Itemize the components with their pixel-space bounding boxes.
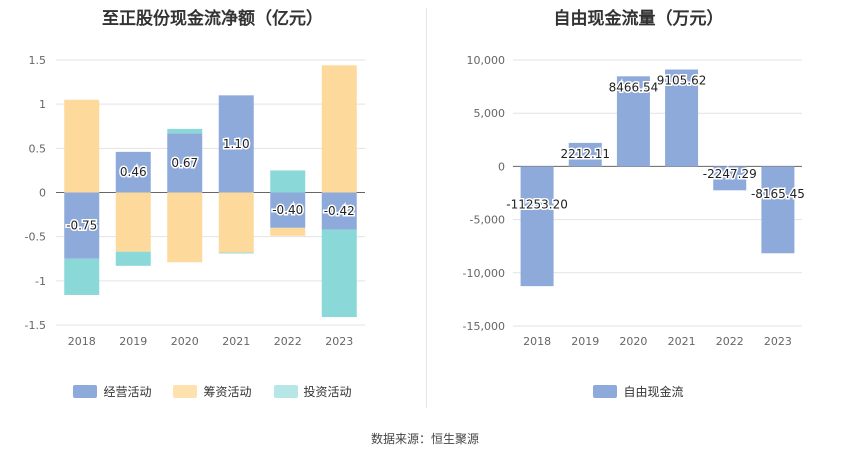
y-tick-label: -1: [35, 275, 46, 288]
y-tick-label: 1: [39, 98, 46, 111]
legend-swatch-operating: [73, 385, 98, 398]
bar-segment-financing: [270, 227, 306, 236]
legend-label-operating: 经营活动: [103, 385, 152, 399]
bar-segment-financing: [167, 192, 203, 263]
x-tick-label: 2022: [274, 335, 302, 348]
left-chart-panel: 至正股份现金流净额（亿元） 1.5 1 0.5 0 -0.5 -1 -1.5 -0.75 201…: [0, 0, 425, 410]
legend-label-investing: 投资活动: [303, 385, 352, 399]
bar-segment-financing: [321, 65, 357, 193]
data-label: -2247.29: [703, 167, 757, 181]
legend-label-fcf: 自由现金流: [623, 385, 684, 399]
bar-segment-investing: [115, 251, 151, 266]
x-tick-label: 2019: [119, 335, 147, 348]
data-label: -0.42: [324, 204, 355, 218]
y-tick-label: 0: [39, 187, 46, 200]
right-chart-legend: 自由现金流: [427, 383, 850, 400]
x-tick-label: 2018: [523, 335, 551, 348]
bar-free-cash-flow: [713, 166, 747, 191]
panel-divider: [426, 8, 427, 408]
data-label: 9105.62: [657, 74, 707, 88]
y-tick-label: -0.5: [25, 231, 46, 244]
bar-segment-investing: [270, 170, 306, 193]
x-tick-label: 2021: [222, 335, 250, 348]
bar-segment-operating: [321, 192, 357, 230]
data-source: 数据来源：恒生聚源: [370, 432, 479, 446]
legend-item-fcf[interactable]: 自由现金流: [593, 383, 684, 400]
x-tick-label: 2018: [68, 335, 96, 348]
data-label: 1.10: [223, 137, 250, 151]
bar-segment-operating: [270, 192, 306, 228]
bar-free-cash-flow: [616, 76, 650, 167]
y-tick-label: -5,000: [470, 214, 505, 227]
bar-free-cash-flow: [568, 142, 602, 167]
data-label: 0.46: [120, 165, 147, 179]
y-tick-label: 0.5: [29, 142, 47, 155]
legend-item-operating[interactable]: 经营活动: [73, 383, 151, 400]
x-tick-label: 2022: [716, 335, 744, 348]
x-tick-label: 2020: [171, 335, 199, 348]
x-tick-label: 2020: [619, 335, 647, 348]
bar-segment-operating: [64, 192, 100, 259]
data-label: 2212.11: [560, 147, 610, 161]
bar-free-cash-flow: [665, 69, 699, 167]
legend-item-investing[interactable]: 投资活动: [273, 383, 352, 400]
x-tick-label: 2023: [325, 335, 353, 348]
bar-segment-operating: [115, 151, 151, 193]
y-tick-label: 10,000: [467, 54, 506, 67]
right-chart-plot: 10,000 5,000 0 -5,000 -10,000 -15,000 -11253.2…: [463, 54, 807, 348]
bar-segment-investing: [218, 252, 254, 254]
bar-segment-investing: [321, 229, 357, 318]
bar-segment-financing: [218, 192, 254, 253]
x-tick-label: 2019: [571, 335, 599, 348]
bar-segment-financing: [115, 192, 151, 252]
bar-free-cash-flow: [761, 166, 795, 254]
right-chart-title: 自由现金流量（万元）: [553, 9, 724, 29]
y-tick-label: -1.5: [25, 319, 46, 332]
left-chart-plot: 1.5 1 0.5 0 -0.5 -1 -1.5 -0.75 2018 0.46 2019 0.67 2…: [25, 54, 365, 348]
data-label: -0.40: [272, 203, 303, 217]
data-label: 0.67: [171, 156, 198, 170]
legend-label-financing: 筹资活动: [203, 385, 252, 399]
data-label: -11253.20: [506, 198, 568, 212]
bar-segment-financing: [64, 99, 100, 193]
bar-segment-investing: [64, 258, 100, 295]
legend-item-financing[interactable]: 筹资活动: [173, 383, 252, 400]
legend-swatch-fcf: [593, 385, 618, 398]
bar-segment-investing: [167, 128, 203, 134]
data-label: -8165.45: [751, 187, 805, 201]
y-tick-label: -10,000: [463, 267, 505, 280]
legend-swatch-investing: [273, 385, 298, 398]
x-tick-label: 2021: [668, 335, 696, 348]
x-tick-label: 2023: [764, 335, 792, 348]
left-chart-title: 至正股份现金流净额（亿元）: [102, 9, 323, 29]
left-chart-legend: 经营活动 筹资活动 投资活动: [0, 383, 425, 400]
y-tick-label: 0: [498, 160, 505, 173]
y-tick-label: 1.5: [29, 54, 47, 67]
y-tick-label: -15,000: [463, 320, 505, 333]
bar-segment-operating: [218, 95, 254, 193]
data-label: -0.75: [66, 219, 97, 233]
right-chart-panel: 自由现金流量（万元） 10,000 5,000 0 -5,000 -10,000 -15,…: [427, 0, 850, 410]
legend-swatch-financing: [173, 385, 198, 398]
bar-free-cash-flow: [520, 166, 554, 287]
data-label: 8466.54: [609, 80, 659, 94]
bar-segment-operating: [167, 133, 203, 193]
y-tick-label: 5,000: [474, 107, 506, 120]
